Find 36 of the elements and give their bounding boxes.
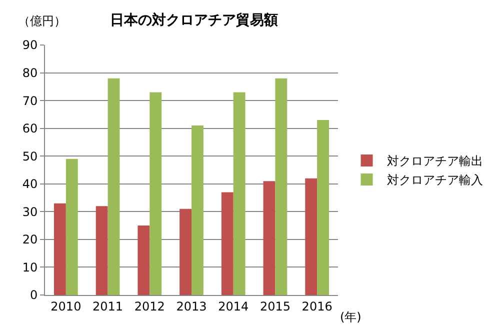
bar bbox=[138, 226, 150, 295]
y-tick-label: 40 bbox=[22, 177, 38, 192]
y-tick-label: 20 bbox=[22, 232, 38, 247]
y-tick-label: 80 bbox=[22, 66, 38, 80]
x-tick-label: 2011 bbox=[92, 299, 124, 314]
x-tick-label: 2010 bbox=[50, 299, 82, 314]
x-tick-label: 2013 bbox=[176, 299, 207, 314]
bar bbox=[275, 78, 288, 295]
y-tick-label: 10 bbox=[22, 260, 38, 274]
x-tick-label: 2014 bbox=[218, 299, 249, 314]
y-tick-label: 0 bbox=[30, 288, 38, 302]
bar bbox=[233, 92, 246, 295]
bar bbox=[180, 208, 192, 295]
y-tick-label: 50 bbox=[22, 149, 38, 164]
x-tick-label: 2012 bbox=[134, 299, 165, 314]
bar bbox=[96, 206, 108, 295]
bar bbox=[66, 158, 78, 295]
bar bbox=[192, 126, 204, 295]
y-tick-label: 90 bbox=[22, 38, 38, 52]
legend-label: 対クロアチア輸入 bbox=[386, 173, 483, 188]
bar bbox=[305, 178, 318, 295]
x-axis-title: (年) bbox=[340, 310, 362, 324]
bar bbox=[150, 92, 162, 295]
bar bbox=[108, 78, 120, 295]
bar bbox=[317, 120, 329, 295]
x-tick-label: 2015 bbox=[260, 299, 290, 314]
legend-label: 対クロアチア輸出 bbox=[386, 154, 483, 168]
y-tick-label: 60 bbox=[22, 122, 38, 136]
chart-title: 日本の対クロアチア貿易額 bbox=[110, 12, 278, 29]
bar bbox=[54, 203, 66, 295]
y-tick-label: 30 bbox=[22, 204, 38, 219]
x-tick-label: 2016 bbox=[302, 299, 332, 314]
bar bbox=[263, 181, 276, 295]
y-axis-title: （億円） bbox=[18, 14, 66, 28]
y-tick-label: 70 bbox=[22, 94, 38, 108]
bar bbox=[221, 192, 234, 295]
